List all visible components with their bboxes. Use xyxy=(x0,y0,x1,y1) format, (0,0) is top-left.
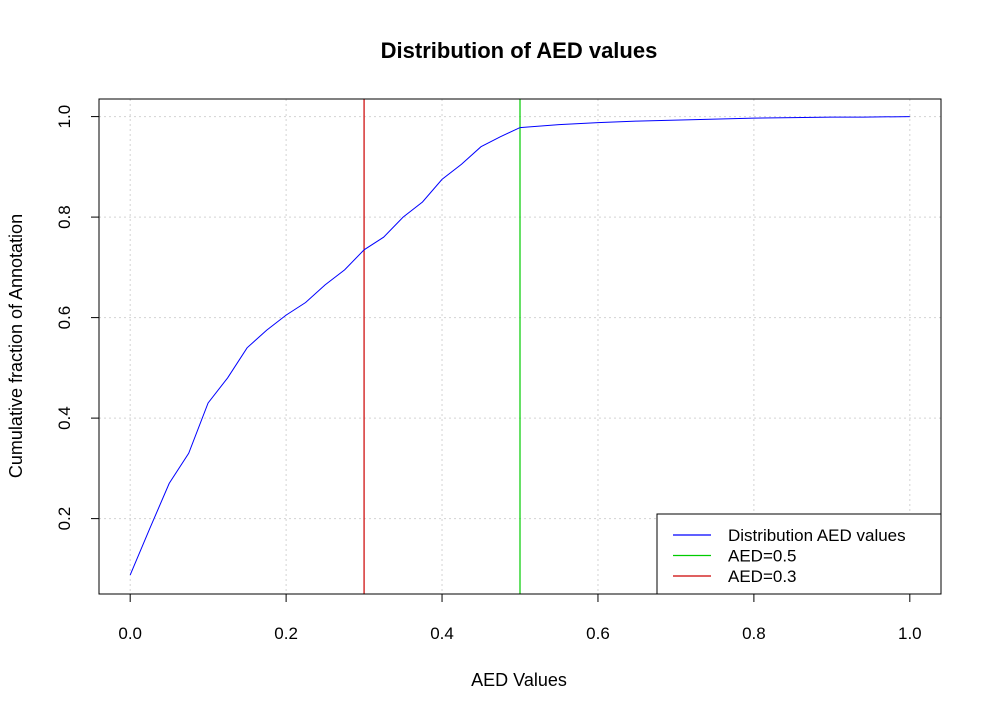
y-tick-label-3: 0.8 xyxy=(55,205,74,229)
x-tick-label-4: 0.8 xyxy=(742,624,766,643)
legend-label-2: AED=0.3 xyxy=(728,567,797,586)
y-tick-label-0: 0.2 xyxy=(55,507,74,531)
plot-lines xyxy=(129,99,910,594)
legend-label-0: Distribution AED values xyxy=(728,526,906,545)
x-tick-label-2: 0.4 xyxy=(430,624,454,643)
y-axis: 0.2 0.4 0.6 0.8 1.0 xyxy=(55,105,100,531)
legend-box xyxy=(656,513,942,595)
x-axis-label: AED Values xyxy=(471,670,567,690)
x-axis: 0.0 0.2 0.4 0.6 0.8 1.0 xyxy=(118,593,922,643)
y-tick-label-1: 0.4 xyxy=(55,406,74,430)
x-tick-label-5: 1.0 xyxy=(898,624,922,643)
y-tick-label-4: 1.0 xyxy=(55,105,74,129)
y-axis-label: Cumulative fraction of Annotation xyxy=(6,214,26,478)
y-tick-label-2: 0.6 xyxy=(55,306,74,330)
x-tick-label-3: 0.6 xyxy=(586,624,610,643)
x-tick-label-0: 0.0 xyxy=(118,624,142,643)
x-tick-label-1: 0.2 xyxy=(274,624,298,643)
series-line-0 xyxy=(129,116,910,576)
legend-label-1: AED=0.5 xyxy=(728,547,797,566)
chart-title: Distribution of AED values xyxy=(381,38,658,63)
